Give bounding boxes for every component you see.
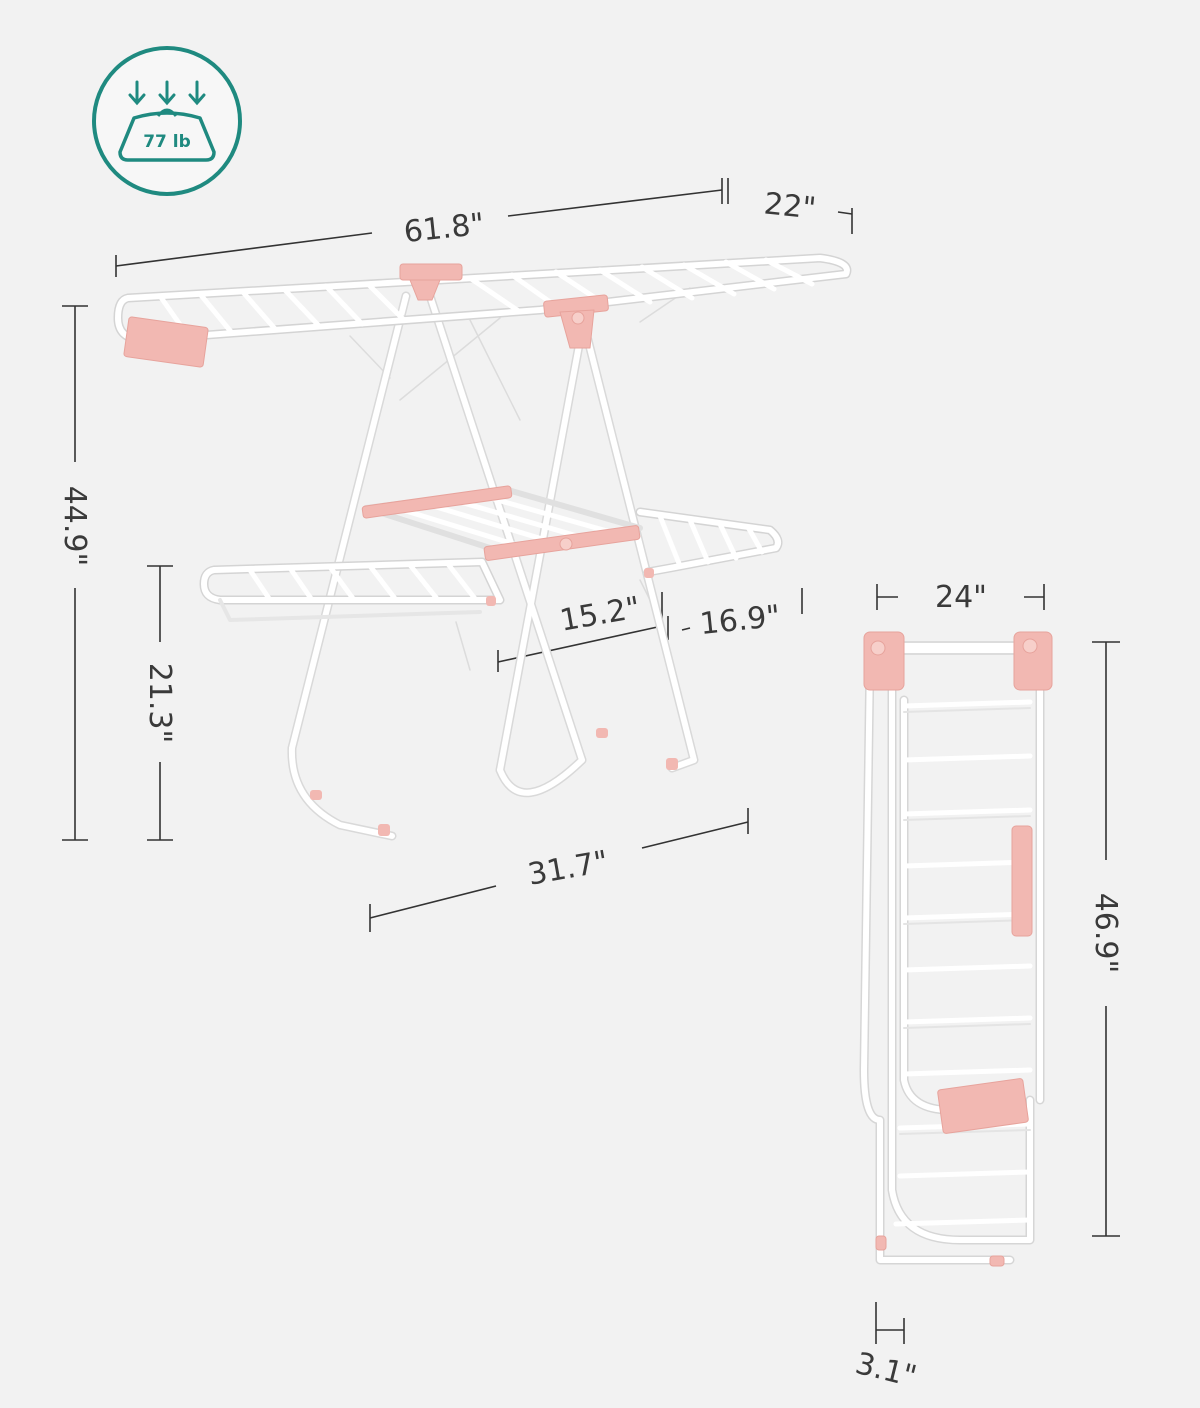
top-shelf-rods [157,257,815,339]
lower-height-label: 21.3" [142,663,177,744]
base-width-label: 31.7" [525,844,610,892]
weight-capacity-label: 77 lb [143,132,191,152]
length-label: 61.8" [402,207,486,250]
width-label: 22" [762,186,817,226]
folded-drying-rack [859,631,1053,1267]
top-shelf-accents [123,263,609,368]
rack-feet [310,568,678,836]
wing-width-label: 16.9" [698,599,782,642]
down-arrows-icon [128,80,206,106]
lower-left-wing [199,557,505,622]
weight-icon [118,108,216,162]
weight-capacity-badge: 77 lb [92,46,242,196]
open-drying-rack [113,253,852,841]
top-shelf [113,253,852,345]
wing-depth-label: 15.2" [557,590,642,638]
folded-height-label: 46.9" [1088,893,1123,974]
folded-rods [893,699,1033,1227]
dimension-labels: 61.8" 22" 44.9" 21.3" 15.2" 16.9" 31.7" … [57,186,1123,1395]
folded-dimension-lines [875,584,1120,1344]
folded-width-label: 24" [935,580,987,615]
folded-hinges [863,631,1053,1267]
folded-thickness-label: 3.1" [852,1346,920,1395]
lower-middle-shelf [361,485,643,561]
lower-right-wing [635,507,783,577]
height-label: 44.9" [57,486,92,567]
